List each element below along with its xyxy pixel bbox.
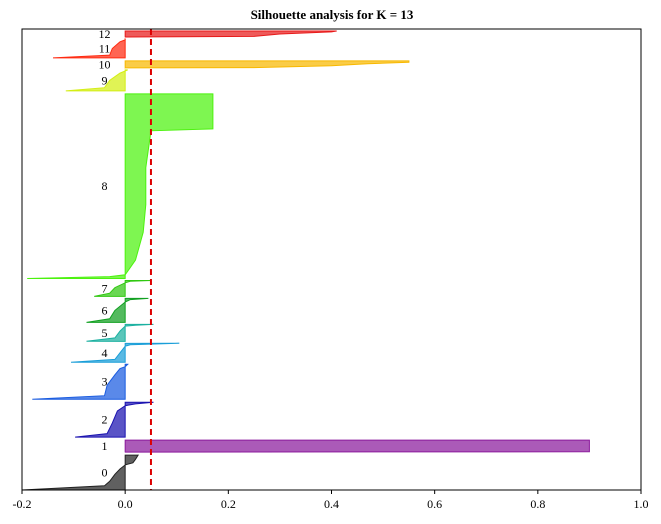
cluster-label-1: 1 [102, 439, 108, 453]
silhouette-cluster-9 [65, 69, 128, 92]
cluster-label-3: 3 [102, 375, 108, 389]
x-tick-label-6: 1.0 [634, 497, 649, 511]
silhouette-cluster-3 [32, 363, 129, 400]
cluster-label-7: 7 [102, 281, 108, 295]
cluster-label-9: 9 [102, 73, 108, 87]
silhouette-cluster-11 [52, 38, 126, 59]
x-tick-label-2: 0.2 [221, 497, 236, 511]
silhouette-cluster-12 [124, 30, 337, 38]
cluster-label-0: 0 [102, 466, 108, 480]
silhouette-cluster-10 [124, 60, 410, 69]
silhouette-cluster-6 [86, 297, 149, 323]
cluster-label-2: 2 [102, 413, 108, 427]
cluster-label-5: 5 [102, 326, 108, 340]
x-tick-label-4: 0.6 [427, 497, 442, 511]
silhouette-cluster-0 [21, 454, 139, 491]
x-tick-label-0: -0.2 [13, 497, 32, 511]
silhouette-cluster-4 [70, 342, 180, 363]
cluster-label-11: 11 [99, 41, 111, 55]
cluster-label-4: 4 [102, 346, 108, 360]
silhouette-cluster-1 [124, 439, 590, 453]
cluster-label-8: 8 [102, 179, 108, 193]
x-tick-label-1: 0.0 [118, 497, 133, 511]
x-tick-label-5: 0.8 [530, 497, 545, 511]
cluster-label-12: 12 [99, 27, 111, 41]
silhouette-series-group [21, 30, 590, 491]
silhouette-cluster-8 [27, 93, 214, 279]
silhouette-cluster-5 [86, 323, 154, 342]
silhouette-cluster-7 [94, 279, 152, 297]
silhouette-cluster-2 [75, 401, 154, 438]
chart-title: Silhouette analysis for K = 13 [251, 7, 414, 22]
x-axis: -0.2 0.0 0.2 0.4 0.6 0.8 1.0 [13, 490, 649, 511]
x-tick-label-3: 0.4 [324, 497, 339, 511]
cluster-label-10: 10 [99, 57, 111, 71]
cluster-label-6: 6 [102, 303, 108, 317]
